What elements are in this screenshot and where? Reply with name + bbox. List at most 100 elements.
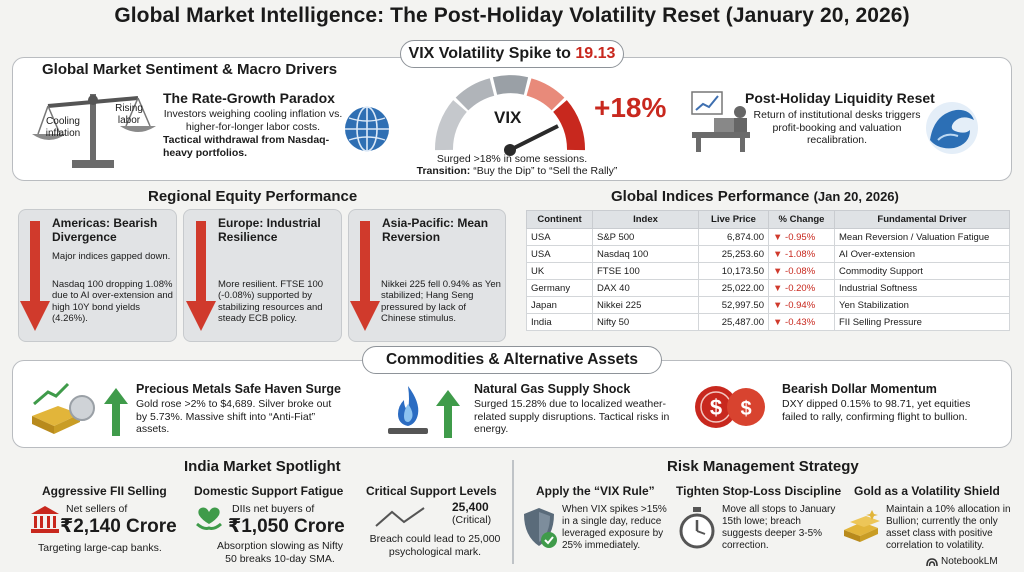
cell-change: ▼ -0.95% — [768, 228, 835, 246]
down-triangle-icon: ▼ — [773, 231, 786, 243]
cell-index: S&P 500 — [592, 228, 699, 246]
regional-heading: Regional Equity Performance — [148, 188, 358, 205]
brand-name: NotebookLM — [941, 556, 998, 567]
cell-continent: USA — [526, 228, 593, 246]
risk-text: When VIX spikes >15% in a single day, re… — [562, 504, 667, 551]
region-text: Nasdaq 100 dropping 1.08% due to AI over… — [52, 279, 173, 325]
indices-date: (Jan 20, 2026) — [813, 189, 899, 204]
support-note: Breach could lead to 25,000 psychologica… — [369, 533, 501, 558]
region-text: More resilient. FTSE 100 (-0.08%) suppor… — [218, 279, 324, 325]
up-arrow-icon — [104, 388, 128, 436]
cell-driver: FII Selling Pressure — [834, 313, 1010, 331]
change-value: -0.08% — [785, 265, 816, 277]
vix-banner: VIX Volatility Spike to 19.13 — [400, 40, 624, 68]
handshake-heart-icon — [196, 507, 222, 530]
commodity-title: Natural Gas Supply Shock — [474, 382, 631, 396]
change-value: -1.08% — [785, 248, 816, 260]
cell-price: 6,874.00 — [698, 228, 769, 246]
vix-transition: Transition: “Buy the Dip” to “Sell the R… — [402, 165, 632, 178]
change-value: -0.95% — [785, 231, 816, 243]
gold-bars-icon — [844, 510, 880, 542]
change-value: -0.43% — [785, 316, 816, 328]
region-text: Major indices gapped down. — [52, 251, 171, 262]
dii-note: Absorption slowing as Nifty 50 breaks 10… — [216, 540, 344, 565]
region-card-asia — [348, 209, 506, 342]
risk-title: Gold as a Volatility Shield — [854, 484, 1000, 498]
cell-continent: India — [526, 313, 593, 331]
region-text: Nikkei 225 fell 0.94% as Yen stabilized;… — [381, 279, 501, 325]
col-header: Continent — [526, 210, 593, 229]
risk-text: Maintain a 10% allocation in Bullion; cu… — [886, 504, 1011, 551]
section-divider — [512, 460, 514, 564]
vix-change: +18% — [594, 92, 667, 123]
dii-title: Domestic Support Fatigue — [194, 484, 344, 498]
table-row: Germany DAX 40 25,022.00 ▼ -0.20% Indust… — [526, 279, 1010, 297]
trading-desk-icon — [691, 91, 750, 152]
dollar-coins-icon: $ $ — [695, 386, 765, 428]
vix-gauge-label: VIX — [494, 108, 522, 127]
fii-note: Targeting large-cap banks. — [38, 542, 162, 554]
vix-transition-text: “Buy the Dip” to “Sell the Rally” — [473, 165, 618, 177]
dii-value: ₹1,050 Crore — [228, 516, 345, 537]
cell-change: ▼ -0.94% — [768, 296, 835, 314]
cell-driver: AI Over-extension — [834, 245, 1010, 263]
vix-banner-value: 19.13 — [575, 45, 616, 62]
risk-title: Apply the “VIX Rule” — [536, 484, 655, 498]
risk-heading: Risk Management Strategy — [667, 458, 859, 475]
cell-change: ▼ -1.08% — [768, 245, 835, 263]
stopwatch-icon — [679, 507, 715, 549]
cell-continent: USA — [526, 245, 593, 263]
cell-price: 10,173.50 — [698, 262, 769, 280]
col-header: % Change — [768, 210, 835, 229]
region-title: Europe: Industrial Resilience — [218, 216, 321, 245]
sentiment-heading: Global Market Sentiment & Macro Drivers — [42, 61, 338, 78]
page-title: Global Market Intelligence: The Post-Hol… — [114, 4, 910, 27]
fii-label: Net sellers of — [66, 503, 128, 515]
shield-check-icon — [524, 508, 557, 548]
risk-text: Move all stops to January 15th lowe; bre… — [722, 504, 836, 551]
indices-table: Continent Index Live Price % Change Fund… — [526, 210, 1010, 331]
table-row: India Nifty 50 25,487.00 ▼ -0.43% FII Se… — [526, 313, 1010, 331]
col-header: Index — [592, 210, 699, 229]
cell-driver: Mean Reversion / Valuation Fatigue — [834, 228, 1010, 246]
fii-title: Aggressive FII Selling — [42, 484, 167, 498]
fii-value: ₹2,140 Crore — [60, 516, 177, 537]
commodity-text: Surged 15.28% due to localized weather-r… — [474, 398, 670, 436]
vix-banner-prefix: VIX Volatility Spike to — [408, 45, 576, 62]
liquidity-text: Return of institutional desks triggers p… — [753, 109, 921, 147]
down-triangle-icon: ▼ — [773, 299, 786, 311]
scale-right-label: Rising labor — [115, 103, 143, 126]
liquidity-title: Post-Holiday Liquidity Reset — [745, 90, 935, 106]
vix-transition-label: Transition: — [416, 165, 471, 177]
down-arrow-icon — [20, 221, 50, 331]
change-value: -0.20% — [785, 282, 816, 294]
paradox-bold: Tactical withdrawal from Nasdaq-heavy po… — [163, 134, 330, 159]
paradox-title: The Rate-Growth Paradox — [163, 90, 335, 106]
change-value: -0.94% — [785, 299, 816, 311]
vix-note: Surged >18% in some sessions. — [436, 153, 588, 165]
cell-change: ▼ -0.43% — [768, 313, 835, 331]
cell-continent: UK — [526, 262, 593, 280]
paradox-text: Investors weighing cooling inflation vs.… — [163, 108, 343, 133]
commodity-title: Bearish Dollar Momentum — [782, 382, 937, 396]
region-title: Asia-Pacific: Mean Reversion — [382, 216, 489, 245]
cell-driver: Commodity Support — [834, 262, 1010, 280]
down-arrow-icon — [186, 221, 216, 331]
globe-icon — [345, 106, 389, 152]
cell-index: Nikkei 225 — [592, 296, 699, 314]
table-row: Japan Nikkei 225 52,997.50 ▼ -0.94% Yen … — [526, 296, 1010, 314]
cell-change: ▼ -0.20% — [768, 279, 835, 297]
up-arrow-icon — [436, 390, 460, 438]
commodities-heading: Commodities & Alternative Assets — [362, 346, 662, 374]
down-triangle-icon: ▼ — [773, 316, 786, 328]
scale-left-label: Cooling inflation — [45, 116, 81, 139]
cell-price: 25,022.00 — [698, 279, 769, 297]
cell-driver: Yen Stabilization — [834, 296, 1010, 314]
svg-text:$: $ — [710, 395, 722, 420]
down-triangle-icon: ▼ — [773, 282, 786, 294]
down-triangle-icon: ▼ — [773, 265, 786, 277]
trend-line-icon — [375, 507, 425, 527]
support-title: Critical Support Levels — [366, 484, 497, 498]
india-heading: India Market Spotlight — [184, 458, 341, 475]
region-title: Americas: Bearish Divergence — [52, 216, 158, 245]
